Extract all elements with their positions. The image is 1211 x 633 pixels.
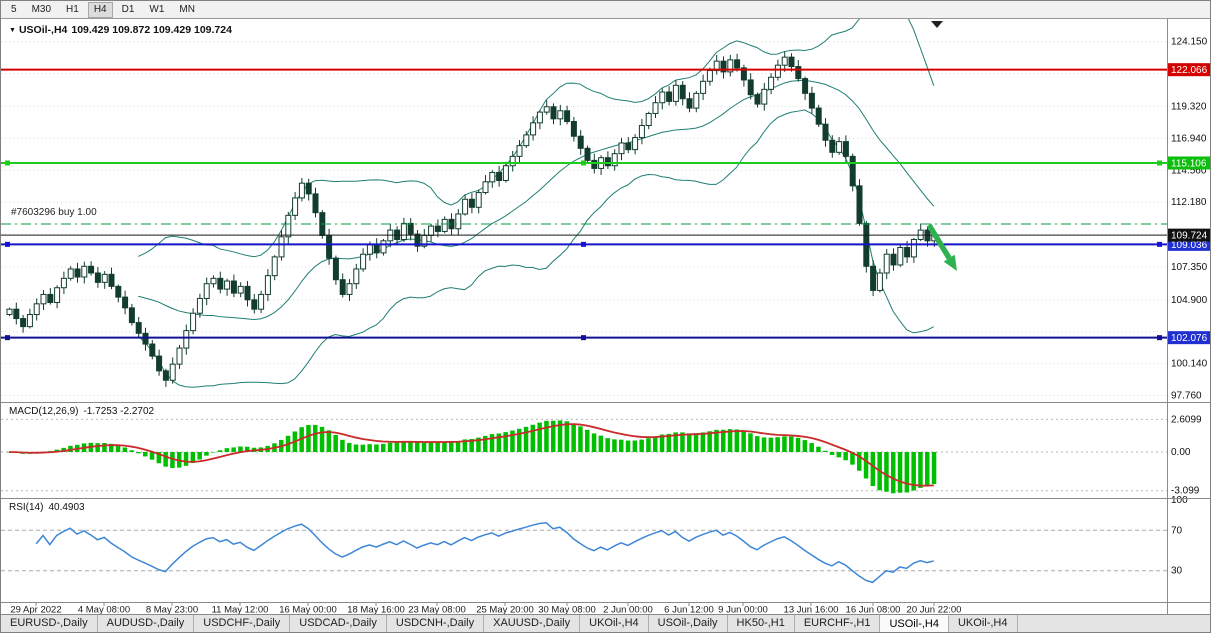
rsi-name: RSI(14) <box>9 502 44 513</box>
tab-eurusd-daily[interactable]: EURUSD-,Daily <box>1 615 98 632</box>
svg-text:115.106: 115.106 <box>1171 158 1207 169</box>
macd-name: MACD(12,26,9) <box>9 406 79 417</box>
tab-hk50-h1[interactable]: HK50-,H1 <box>727 615 795 632</box>
svg-text:100: 100 <box>1171 495 1188 506</box>
svg-text:119.320: 119.320 <box>1171 101 1207 112</box>
svg-text:30: 30 <box>1171 566 1183 577</box>
svg-text:23 May 08:00: 23 May 08:00 <box>408 605 466 616</box>
bollinger-bands <box>137 19 935 388</box>
svg-text:124.150: 124.150 <box>1171 37 1208 48</box>
rsi-value: 40.4903 <box>48 502 85 513</box>
timeframe-toolbar: 5 M30 H1 H4 D1 W1 MN <box>1 1 1210 19</box>
svg-text:-3.099: -3.099 <box>1171 486 1200 497</box>
svg-text:9 Jun 00:00: 9 Jun 00:00 <box>718 605 768 616</box>
chart-title: ▼ USOil-,H4 109.429 109.872 109.429 109.72… <box>9 24 232 36</box>
timeframe-button-w1[interactable]: W1 <box>149 3 165 15</box>
timeframe-button-h4[interactable]: H4 <box>87 1 113 18</box>
svg-text:2 Jun 00:00: 2 Jun 00:00 <box>603 605 653 616</box>
timeframe-button-m30[interactable]: M30 <box>31 3 52 15</box>
rsi-panel <box>1 529 1167 572</box>
tab-usoil-daily[interactable]: USOil-,Daily <box>648 615 728 632</box>
svg-text:107.350: 107.350 <box>1171 262 1208 273</box>
trade-arrow-icon[interactable] <box>926 223 957 271</box>
svg-text:6 Jun 12:00: 6 Jun 12:00 <box>664 605 714 616</box>
svg-text:122.066: 122.066 <box>1171 65 1208 76</box>
svg-text:100.140: 100.140 <box>1171 359 1208 370</box>
collapse-arrow-icon[interactable]: ▼ <box>9 27 16 34</box>
tab-usoil-h4[interactable]: USOil-,H4 <box>880 615 949 632</box>
svg-text:116.940: 116.940 <box>1171 133 1207 144</box>
svg-text:29 Apr 2022: 29 Apr 2022 <box>10 605 61 616</box>
svg-text:104.900: 104.900 <box>1171 295 1208 306</box>
svg-text:109.724: 109.724 <box>1171 231 1208 242</box>
tab-usdcnh-daily[interactable]: USDCNH-,Daily <box>386 615 485 632</box>
timeframe-button-d1[interactable]: D1 <box>121 3 135 15</box>
tab-ukoil-h4[interactable]: UKOil-,H4 <box>948 615 1018 632</box>
macd-signal-line <box>8 423 934 487</box>
svg-text:114.560: 114.560 <box>1171 165 1207 176</box>
svg-text:102.076: 102.076 <box>1171 333 1208 344</box>
tab-audusd-daily[interactable]: AUDUSD-,Daily <box>97 615 195 632</box>
svg-text:20 Jun 22:00: 20 Jun 22:00 <box>907 605 962 616</box>
svg-text:70: 70 <box>1171 525 1183 536</box>
svg-text:109.036: 109.036 <box>1171 240 1208 251</box>
svg-text:16 Jun 08:00: 16 Jun 08:00 <box>846 605 901 616</box>
svg-text:4 May 08:00: 4 May 08:00 <box>78 605 130 616</box>
svg-text:13 Jun 16:00: 13 Jun 16:00 <box>784 605 839 616</box>
tab-xauusd-daily[interactable]: XAUUSD-,Daily <box>484 615 581 632</box>
macd-values: -1.7253 -2.2702 <box>83 406 155 417</box>
svg-text:112.180: 112.180 <box>1171 197 1207 208</box>
macd-indicator-label: MACD(12,26,9) -1.7253 -2.2702 <box>9 406 154 417</box>
chart-symbol: USOil-,H4 <box>18 24 68 36</box>
svg-text:11 May 12:00: 11 May 12:00 <box>212 605 269 616</box>
chart-ohlc-values: 109.429 109.872 109.429 109.724 <box>71 24 232 36</box>
order-label[interactable]: #7603296 buy 1.00 <box>11 207 97 218</box>
tab-usdchf-daily[interactable]: USDCHF-,Daily <box>194 615 291 632</box>
timeframe-button-5[interactable]: 5 <box>11 3 17 15</box>
tab-eurchf-h1[interactable]: EURCHF-,H1 <box>794 615 881 632</box>
svg-text:16 May 00:00: 16 May 00:00 <box>279 605 337 616</box>
svg-text:30 May 08:00: 30 May 08:00 <box>538 605 596 616</box>
svg-text:97.760: 97.760 <box>1171 391 1202 402</box>
price-axis[interactable]: 124.150 119.320 116.940 114.560 112.180 107.3… <box>1167 19 1211 616</box>
rsi-line <box>35 521 934 584</box>
symbol-tabbar: EURUSD-,Daily AUDUSD-,Daily USDCHF-,Daily U… <box>1 614 1210 632</box>
svg-text:0.00: 0.00 <box>1171 447 1191 458</box>
svg-text:18 May 16:00: 18 May 16:00 <box>347 605 405 616</box>
rsi-indicator-label: RSI(14) 40.4903 <box>9 502 85 513</box>
svg-text:8 May 23:00: 8 May 23:00 <box>146 605 198 616</box>
svg-text:25 May 20:00: 25 May 20:00 <box>476 605 534 616</box>
tab-usdcad-daily[interactable]: USDCAD-,Daily <box>290 615 387 632</box>
tab-ukoil-h4[interactable]: UKOil-,H4 <box>580 615 649 632</box>
horizontal-lines[interactable] <box>1 68 1167 341</box>
shift-marker-icon <box>931 21 943 28</box>
timeframe-button-h1[interactable]: H1 <box>66 3 79 15</box>
macd-panel <box>1 418 1167 492</box>
svg-text:2.6099: 2.6099 <box>1171 414 1202 425</box>
timeframe-button-mn[interactable]: MN <box>179 3 195 15</box>
